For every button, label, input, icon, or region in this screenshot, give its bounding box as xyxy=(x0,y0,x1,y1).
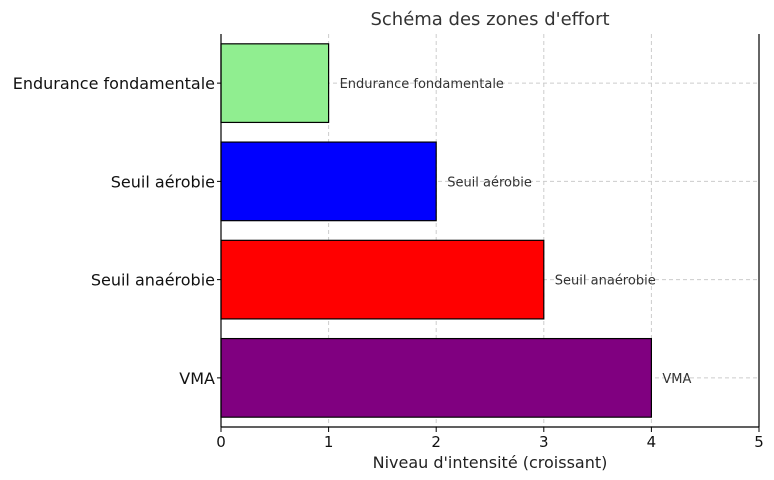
x-tick-label: 3 xyxy=(539,433,549,451)
x-tick-label: 2 xyxy=(431,433,441,451)
bar-data-label: Seuil anaérobie xyxy=(555,274,656,289)
x-tick-label: 5 xyxy=(754,433,764,451)
bar-data-label: VMA xyxy=(662,372,691,387)
axes xyxy=(220,34,760,428)
y-tick-label: Seuil aérobie xyxy=(111,172,215,191)
bar-data-label: Seuil aérobie xyxy=(447,175,532,190)
y-tick-label: VMA xyxy=(179,369,215,388)
chart-title: Schéma des zones d'effort xyxy=(370,9,609,30)
x-tick-label: 1 xyxy=(324,433,334,451)
bar xyxy=(220,43,330,124)
ticks: Endurance fondamentale Seuil aérobie Seuil… xyxy=(13,74,764,451)
x-axis-label: Niveau d'intensité (croissant) xyxy=(373,453,608,472)
y-tick-label: Seuil anaérobie xyxy=(91,271,215,290)
bar-data-label: Endurance fondamentale xyxy=(340,77,504,92)
bars: Endurance fondamentale Seuil aérobie Seuil… xyxy=(220,43,692,418)
x-tick-label: 4 xyxy=(647,433,657,451)
bar xyxy=(220,141,437,222)
bar xyxy=(220,337,652,418)
y-tick-label: Endurance fondamentale xyxy=(13,74,215,93)
bar xyxy=(220,239,545,320)
x-tick-label: 0 xyxy=(216,433,226,451)
